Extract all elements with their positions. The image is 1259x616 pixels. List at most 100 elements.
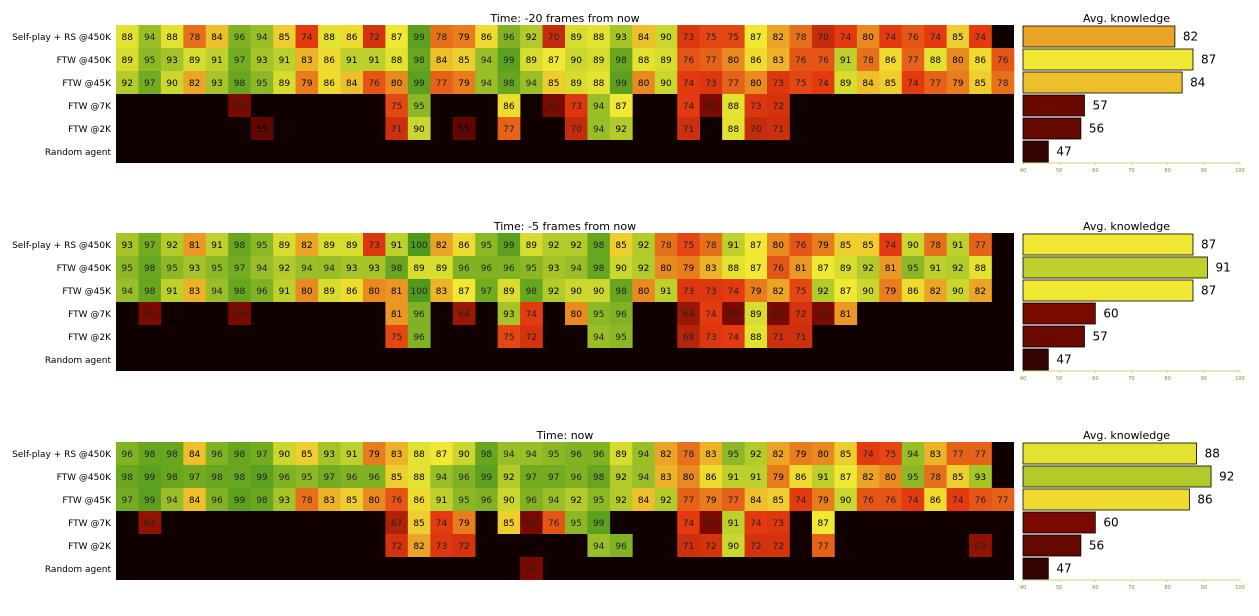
- heatmap-cell-label: 98: [166, 450, 178, 460]
- bar: [1022, 71, 1183, 94]
- heatmap-cell-label: 79: [817, 241, 829, 251]
- heatmap-cell-label: 94: [301, 264, 313, 274]
- heatmap-cell: [901, 256, 925, 279]
- heatmap-cell-label: 72: [773, 102, 784, 112]
- heatmap-cell: [273, 442, 296, 465]
- heatmap-cell-label: 96: [481, 496, 493, 506]
- heatmap-cell-label: 96: [368, 473, 380, 483]
- heatmap-cell-label: 99: [413, 33, 425, 43]
- heatmap-cell: [340, 442, 364, 465]
- heatmap-cell-label: 74: [885, 241, 897, 251]
- heatmap-cell-label: 76: [391, 496, 403, 506]
- heatmap-cell-label: 96: [571, 473, 583, 483]
- heatmap-cell: [430, 71, 454, 94]
- heatmap-cell: [722, 534, 745, 557]
- bar-x-tick-label: 70: [1128, 168, 1134, 174]
- heatmap-cell-label: 79: [750, 287, 762, 297]
- heatmap-cell-label: 60: [705, 519, 717, 529]
- heatmap-cell: [789, 442, 813, 465]
- heatmap-cell-label: 89: [324, 241, 336, 251]
- heatmap-cell-label: 89: [279, 241, 291, 251]
- heatmap-cell: [475, 279, 498, 302]
- heatmap-cell-label: 90: [907, 241, 919, 251]
- heatmap-cell-label: 99: [144, 496, 156, 506]
- heatmap-cell-label: 74: [795, 496, 807, 506]
- heatmap-cell-label: 78: [660, 241, 672, 251]
- heatmap-cell: [385, 302, 409, 325]
- heatmap-cell-label: 96: [503, 264, 515, 274]
- heatmap-cell: [879, 465, 903, 488]
- bar: [1022, 511, 1096, 534]
- heatmap-cell-label: 89: [615, 450, 627, 460]
- heatmap-cell-label: 98: [144, 264, 156, 274]
- heatmap-cell: [160, 488, 184, 511]
- heatmap-cell-label: 74: [683, 519, 695, 529]
- heatmap-cell-label: 93: [368, 264, 379, 274]
- heatmap-cell: [767, 302, 790, 325]
- heatmap-cell: [924, 488, 947, 511]
- heatmap-cell: [385, 442, 409, 465]
- heatmap-cell: [340, 488, 364, 511]
- heatmap-cell-label: 99: [413, 79, 425, 89]
- heatmap-cell: [834, 302, 858, 325]
- heatmap-cell: [362, 233, 386, 256]
- heatmap-cell: [722, 117, 745, 140]
- heatmap-cell-label: 72: [526, 333, 537, 343]
- heatmap-cell: [946, 25, 970, 48]
- heatmap-cell-label: 91: [166, 287, 177, 297]
- heatmap-cell-label: 80: [638, 79, 650, 89]
- heatmap-cell: [587, 534, 611, 557]
- bar-label: 60: [1103, 307, 1118, 321]
- heatmap-cell: [677, 71, 700, 94]
- heatmap-cell-label: 90: [571, 287, 583, 297]
- heatmap-cell-label: 92: [817, 287, 828, 297]
- heatmap-cell-label: 74: [952, 496, 964, 506]
- heatmap-cell-label: 87: [548, 56, 559, 66]
- bar-title: Avg. knowledge: [1083, 429, 1170, 442]
- heatmap-cell-label: 85: [391, 473, 402, 483]
- heatmap-cell-label: 86: [413, 496, 425, 506]
- heatmap-cell-label: 97: [121, 496, 132, 506]
- bar-x-tick-label: 80: [1164, 168, 1170, 174]
- heatmap-cell: [138, 488, 162, 511]
- bar-label: 57: [1092, 99, 1107, 113]
- heatmap-cell: [362, 488, 386, 511]
- bar: [1022, 94, 1085, 117]
- heatmap-cell: [969, 465, 992, 488]
- bar-label: 87: [1201, 238, 1216, 252]
- bar-label: 87: [1201, 53, 1216, 67]
- heatmap-cell-label: 98: [121, 473, 133, 483]
- heatmap-cell: [744, 71, 768, 94]
- bar: [1022, 465, 1212, 488]
- heatmap-cell-label: 63: [975, 542, 986, 552]
- heatmap-cell: [699, 442, 723, 465]
- heatmap-cell: [542, 511, 566, 534]
- bar-x-tick-label: 80: [1164, 376, 1170, 382]
- heatmap-cell: [946, 71, 970, 94]
- heatmap-cell-label: 91: [660, 287, 671, 297]
- heatmap-cell-label: 93: [279, 496, 290, 506]
- heatmap-cell-label: 85: [413, 519, 424, 529]
- heatmap-cell-label: 94: [256, 33, 268, 43]
- heatmap-cell-label: 91: [728, 473, 739, 483]
- heatmap-cell-label: 75: [683, 241, 694, 251]
- heatmap-cell: [856, 488, 880, 511]
- heatmap-cell-label: 79: [458, 33, 470, 43]
- heatmap-cell: [250, 256, 274, 279]
- heatmap-cell: [430, 233, 454, 256]
- bar-x-tick-label: 90: [1201, 168, 1207, 174]
- heatmap-cell-label: 86: [481, 33, 493, 43]
- heatmap-cell-label: 76: [885, 496, 897, 506]
- heatmap-cell: [811, 465, 835, 488]
- heatmap-cell: [228, 302, 251, 325]
- heatmap-cell-label: 92: [615, 473, 626, 483]
- heatmap-cell-label: 79: [683, 264, 695, 274]
- heatmap-cell-label: 86: [346, 287, 358, 297]
- heatmap-cell: [183, 48, 207, 71]
- heatmap-cell-label: 78: [189, 33, 201, 43]
- heatmap-cell: [767, 117, 790, 140]
- heatmap-cell: [497, 256, 521, 279]
- heatmap-cell-label: 64: [683, 310, 695, 320]
- heatmap-cell: [542, 94, 566, 117]
- heatmap-cell-label: 94: [324, 264, 336, 274]
